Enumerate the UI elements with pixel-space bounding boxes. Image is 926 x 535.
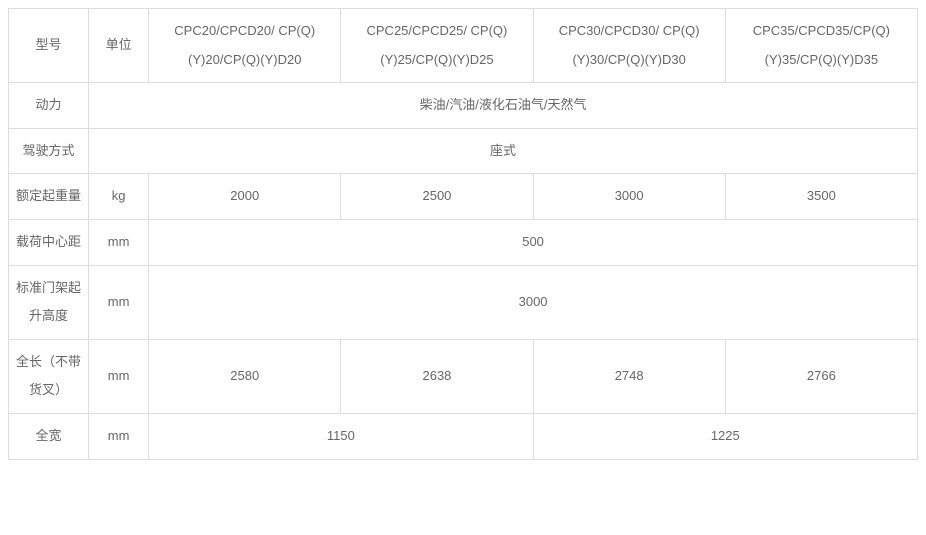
row-power: 动力 柴油/汽油/液化石油气/天然气 xyxy=(9,83,918,129)
row-overall-length: 全长（不带货叉） mm 2580 2638 2748 2766 xyxy=(9,339,918,413)
row-pair-value-1: 1225 xyxy=(533,413,917,459)
header-model-0: CPC20/CPCD20/ CP(Q)(Y)20/CP(Q)(Y)D20 xyxy=(149,9,341,83)
row-label: 载荷中心距 xyxy=(9,219,89,265)
header-unit-label: 单位 xyxy=(89,9,149,83)
row-unit: mm xyxy=(89,219,149,265)
row-merged-value: 500 xyxy=(149,219,918,265)
row-mast-height: 标准门架起升高度 mm 3000 xyxy=(9,265,918,339)
row-label: 动力 xyxy=(9,83,89,129)
row-merged-value: 座式 xyxy=(89,128,918,174)
row-value-0: 2000 xyxy=(149,174,341,220)
row-overall-width: 全宽 mm 1150 1225 xyxy=(9,413,918,459)
row-merged-value: 3000 xyxy=(149,265,918,339)
row-unit: mm xyxy=(89,413,149,459)
row-rated-capacity: 额定起重量 kg 2000 2500 3000 3500 xyxy=(9,174,918,220)
row-pair-value-0: 1150 xyxy=(149,413,533,459)
row-label: 标准门架起升高度 xyxy=(9,265,89,339)
row-drive-mode: 驾驶方式 座式 xyxy=(9,128,918,174)
header-model-2: CPC30/CPCD30/ CP(Q)(Y)30/CP(Q)(Y)D30 xyxy=(533,9,725,83)
header-model-1: CPC25/CPCD25/ CP(Q)(Y)25/CP(Q)(Y)D25 xyxy=(341,9,533,83)
row-label: 驾驶方式 xyxy=(9,128,89,174)
header-model-3: CPC35/CPCD35/CP(Q)(Y)35/CP(Q)(Y)D35 xyxy=(725,9,917,83)
row-value-1: 2638 xyxy=(341,339,533,413)
row-unit: mm xyxy=(89,265,149,339)
row-unit: mm xyxy=(89,339,149,413)
row-unit: kg xyxy=(89,174,149,220)
row-label: 全宽 xyxy=(9,413,89,459)
row-value-3: 3500 xyxy=(725,174,917,220)
row-value-0: 2580 xyxy=(149,339,341,413)
row-value-2: 2748 xyxy=(533,339,725,413)
row-value-1: 2500 xyxy=(341,174,533,220)
row-load-center: 载荷中心距 mm 500 xyxy=(9,219,918,265)
table-header-row: 型号 单位 CPC20/CPCD20/ CP(Q)(Y)20/CP(Q)(Y)D… xyxy=(9,9,918,83)
row-label: 全长（不带货叉） xyxy=(9,339,89,413)
header-model-label: 型号 xyxy=(9,9,89,83)
row-label: 额定起重量 xyxy=(9,174,89,220)
spec-table: 型号 单位 CPC20/CPCD20/ CP(Q)(Y)20/CP(Q)(Y)D… xyxy=(8,8,918,460)
row-value-3: 2766 xyxy=(725,339,917,413)
row-value-2: 3000 xyxy=(533,174,725,220)
row-merged-value: 柴油/汽油/液化石油气/天然气 xyxy=(89,83,918,129)
